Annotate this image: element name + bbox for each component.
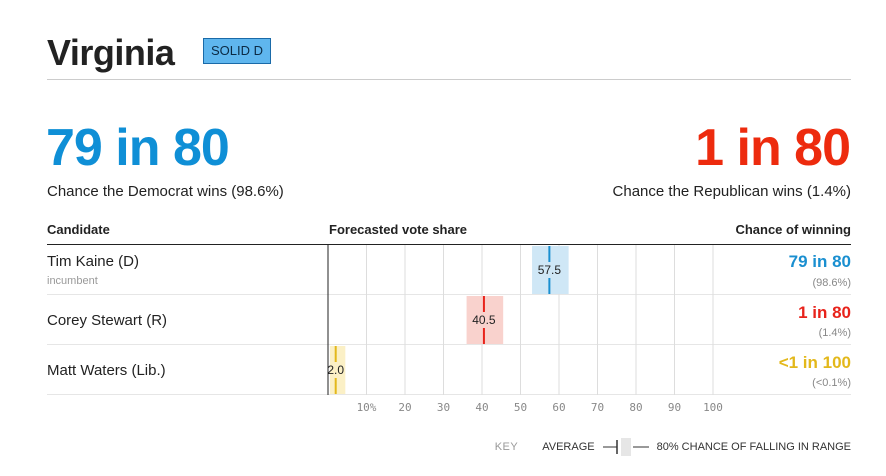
- key-average-label: AVERAGE: [542, 441, 595, 453]
- table-row: Matt Waters (Lib.) <1 in 100 (<0.1%): [47, 345, 851, 395]
- x-axis: 10% 20 30 40 50 60 70 80 90 100: [328, 401, 738, 417]
- tick-label: 40: [475, 401, 489, 414]
- candidate-note: incumbent: [47, 275, 98, 287]
- chart-key: KEY AVERAGE 80% CHANCE OF FALLING IN RAN…: [495, 438, 851, 456]
- win-pct: (98.6%): [812, 277, 851, 289]
- tick-label: 80: [629, 401, 643, 414]
- range-bar: [329, 346, 346, 394]
- tick-label: 100: [703, 401, 723, 414]
- average-label: 2.0: [327, 363, 344, 377]
- column-header-vote-share: Forecasted vote share: [329, 222, 468, 237]
- header: Virginia SOLID D: [47, 32, 851, 80]
- key-label: KEY: [494, 441, 519, 453]
- dem-odds: 79 in 80: [46, 119, 230, 177]
- win-chance: 79 in 80: [788, 252, 851, 271]
- rep-odds-caption: Chance the Republican wins (1.4%): [612, 183, 851, 200]
- candidate-name: Tim Kaine (D): [47, 253, 139, 270]
- average-label: 57.5: [538, 263, 562, 277]
- key-range-label: 80% CHANCE OF FALLING IN RANGE: [656, 441, 851, 453]
- tick-label: 60: [552, 401, 566, 414]
- candidate-name: Matt Waters (Lib.): [47, 362, 166, 379]
- rating-badge: SOLID D: [203, 38, 272, 64]
- tick-label: 20: [398, 401, 412, 414]
- header-rule: [47, 244, 851, 245]
- tick-label: 50: [513, 401, 528, 414]
- vote-share-plot: 57.5 40.5 2.0: [327, 245, 738, 395]
- column-header-chance: Chance of winning: [735, 222, 851, 237]
- key-glyph-icon: [602, 438, 649, 456]
- state-title: Virginia: [47, 32, 175, 73]
- win-pct: (<0.1%): [812, 377, 851, 389]
- tick-label: 90: [667, 401, 682, 414]
- dem-odds-caption: Chance the Democrat wins (98.6%): [47, 183, 284, 200]
- rep-odds: 1 in 80: [695, 119, 851, 177]
- table-row: Tim Kaine (D) incumbent 79 in 80 (98.6%): [47, 245, 851, 295]
- average-label: 40.5: [472, 313, 496, 327]
- tick-label: 10%: [356, 401, 377, 414]
- column-header-candidate: Candidate: [47, 222, 110, 237]
- tick-label: 70: [590, 401, 605, 414]
- table-rows: Tim Kaine (D) incumbent 79 in 80 (98.6%)…: [47, 245, 851, 395]
- win-pct: (1.4%): [818, 327, 851, 339]
- vote-share-chart: 57.5 40.5 2.0: [327, 245, 714, 395]
- table-row: Corey Stewart (R) 1 in 80 (1.4%): [47, 295, 851, 345]
- tick-label: 30: [436, 401, 451, 414]
- candidate-name: Corey Stewart (R): [47, 312, 168, 329]
- win-chance: <1 in 100: [778, 353, 851, 372]
- win-chance: 1 in 80: [798, 303, 851, 322]
